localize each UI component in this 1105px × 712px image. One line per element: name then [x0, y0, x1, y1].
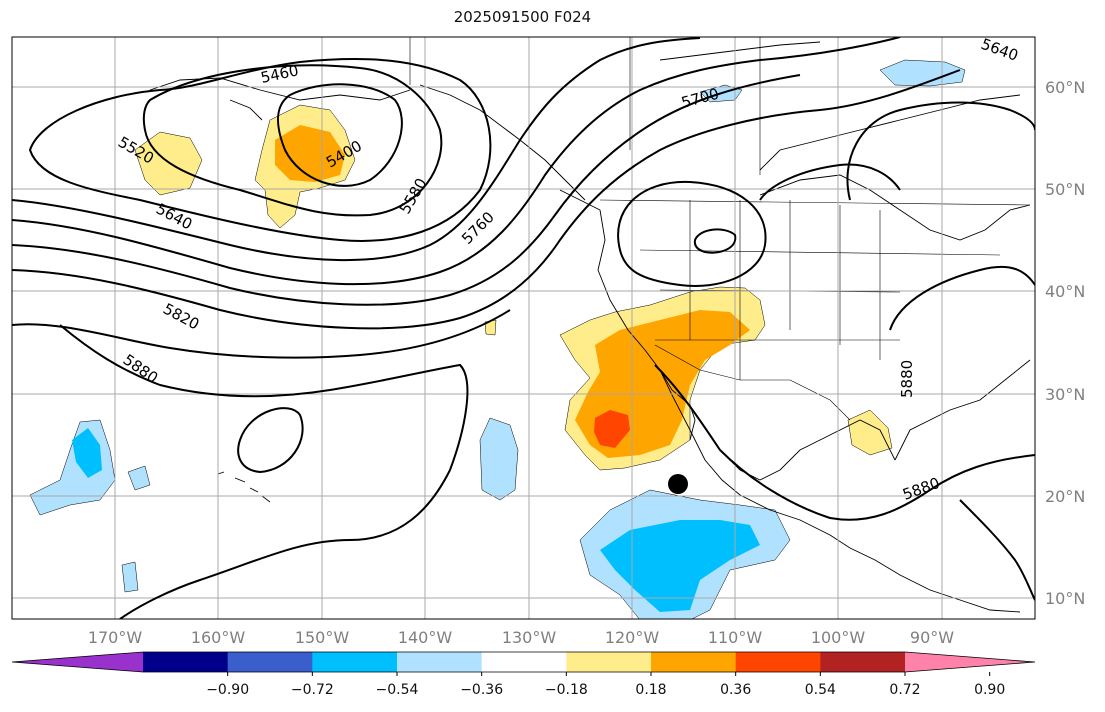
political-borders	[409, 37, 1031, 421]
negative-anomaly-small-b	[121, 561, 139, 593]
colorbar-segment	[312, 652, 398, 672]
colorbar-segment	[481, 652, 567, 672]
colorbar-segment	[651, 652, 737, 672]
colorbar-outline	[11, 651, 1036, 673]
colorbar-extend-min	[12, 652, 143, 672]
contour-5580	[12, 37, 701, 262]
contour-5520	[28, 58, 492, 242]
colorbar-extend-max	[905, 652, 1035, 672]
colorbar-tick-label: 0.72	[889, 682, 920, 698]
height-contours	[12, 37, 1035, 619]
colorbar-tick-label: −0.18	[545, 682, 588, 698]
longitude-labels: 170°W 160°W 150°W 140°W 130°W 120°W 110°…	[88, 628, 954, 647]
colorbar-tick-label: −0.90	[206, 682, 249, 698]
longitude-label: 100°W	[811, 628, 866, 647]
negative-anomaly-small-a	[127, 465, 151, 491]
colorbar-segment	[397, 652, 483, 672]
colorbar-tick-label: 0.36	[720, 682, 751, 698]
latitude-label: 60°N	[1045, 78, 1085, 97]
contour-5880-caribbean	[959, 499, 1035, 601]
contour-east-canada	[759, 163, 901, 201]
longitude-label: 140°W	[398, 628, 453, 647]
colorbar-segment	[143, 652, 229, 672]
positive-anomaly-gulf-mexico	[847, 409, 893, 456]
contour-label: 5880	[898, 360, 916, 398]
colorbar-segment	[820, 652, 906, 672]
colorbar-tick-label: 0.54	[805, 682, 836, 698]
negative-anomaly-east-pacific-core	[600, 520, 760, 612]
contour-5880-east	[654, 364, 1035, 521]
longitude-label: 120°W	[605, 628, 660, 647]
hawaii-islands	[217, 471, 271, 503]
contour-5760-ring	[617, 180, 767, 287]
colorbar-tick-label: −0.54	[376, 682, 419, 698]
colorbar-tick-label: 0.90	[974, 682, 1005, 698]
contour-5820-east	[846, 101, 1035, 201]
latitude-label: 30°N	[1045, 385, 1085, 404]
negative-anomaly-hudson	[879, 59, 966, 87]
negative-anomaly-hawaii-west-core	[72, 428, 102, 478]
latitude-label: 50°N	[1045, 180, 1085, 199]
positive-anomaly-southwest-peak	[594, 410, 630, 448]
negative-anomaly-central-pacific	[479, 417, 519, 501]
longitude-label: 110°W	[708, 628, 763, 647]
contour-5400	[277, 83, 403, 187]
contour-5460	[142, 64, 443, 217]
contour-small-ring	[693, 228, 737, 254]
contour-5700	[12, 74, 801, 306]
colorbar-tick-label: 0.18	[635, 682, 666, 698]
coastlines	[149, 41, 1031, 613]
positive-anomaly-gulf-alaska-core	[275, 125, 345, 182]
longitude-label: 160°W	[191, 628, 246, 647]
contour-5880-pacific-lobe	[237, 407, 304, 474]
latitude-label: 10°N	[1045, 589, 1085, 608]
contour-5760	[12, 69, 961, 330]
longitude-label: 170°W	[88, 628, 143, 647]
latitude-label: 40°N	[1045, 282, 1085, 301]
longitude-label: 90°W	[910, 628, 954, 647]
colorbar: −0.90 −0.72 −0.54 −0.36 −0.18 0.18 0.36 0.54 0.7…	[11, 651, 1036, 698]
colorbar-tick-label: −0.36	[460, 682, 503, 698]
longitude-label: 130°W	[502, 628, 557, 647]
contour-5880-southeast	[889, 265, 1035, 331]
colorbar-segment	[227, 652, 313, 672]
colorbar-segment	[566, 652, 652, 672]
contour-5880-west	[59, 324, 469, 619]
anomaly-shading	[29, 59, 966, 619]
colorbar-segment	[735, 652, 821, 672]
contour-5820	[12, 309, 511, 359]
latitude-labels: 60°N 50°N 40°N 30°N 20°N 10°N	[1045, 78, 1085, 608]
colorbar-tick-label: −0.72	[291, 682, 334, 698]
longitude-label: 150°W	[295, 628, 350, 647]
map-frame	[11, 36, 1036, 620]
map-title: 2025091500 F024	[453, 8, 592, 26]
latitude-label: 20°N	[1045, 487, 1085, 506]
storm-position-marker	[668, 474, 688, 494]
contour-5640	[12, 37, 901, 286]
